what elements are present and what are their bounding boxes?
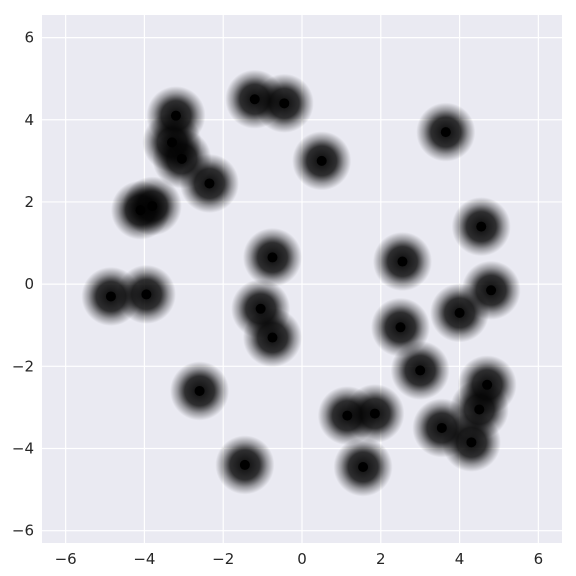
cluster-center-point [147,201,158,212]
cluster-center-point [141,289,152,300]
cluster-center-point [239,459,250,470]
cluster-center-point [395,322,406,333]
cluster-center-point [415,365,426,376]
x-tick-label: −4 [133,550,155,568]
cluster-center-point [170,110,181,121]
x-tick-label: 2 [376,550,386,568]
cluster-center-point [476,221,487,232]
x-tick-label: −2 [212,550,234,568]
y-tick-label: 6 [24,29,34,47]
cluster-center-point [397,256,408,267]
cluster-center-point [267,252,278,263]
y-tick-label: −4 [12,439,34,457]
cluster-center-point [267,332,278,343]
cluster-center-point [255,303,266,314]
cluster-center-point [474,404,485,415]
x-axis-ticks: −6 −4 −2 0 2 4 6 [55,550,544,568]
x-tick-label: −6 [55,550,77,568]
y-axis-ticks: −6 −4 −2 0 2 4 6 [12,29,34,540]
cluster-center-point [454,307,465,318]
y-tick-label: −6 [12,522,34,540]
x-tick-label: 0 [297,550,307,568]
cluster-centers [105,94,497,472]
cluster-center-point [249,94,260,105]
cluster-center-point [358,461,369,472]
cluster-center-point [436,422,447,433]
cluster-center-point [466,437,477,448]
x-tick-label: 6 [534,550,544,568]
cluster-center-point [105,291,116,302]
cluster-center-point [279,98,290,109]
cluster-center-point [342,410,353,421]
y-tick-label: 2 [24,193,34,211]
cluster-center-point [486,285,497,296]
cluster-center-point [482,379,493,390]
cluster-center-point [369,408,380,419]
cluster-center-point [440,127,451,138]
cluster-center-point [176,153,187,164]
cluster-center-point [194,385,205,396]
y-tick-label: −2 [12,357,34,375]
y-tick-label: 0 [24,275,34,293]
y-tick-label: 4 [24,111,34,129]
cluster-center-point [204,178,215,189]
cluster-center-point [167,137,177,148]
cluster-center-point [316,155,327,166]
cluster-center-point [135,205,146,216]
x-tick-label: 4 [455,550,465,568]
